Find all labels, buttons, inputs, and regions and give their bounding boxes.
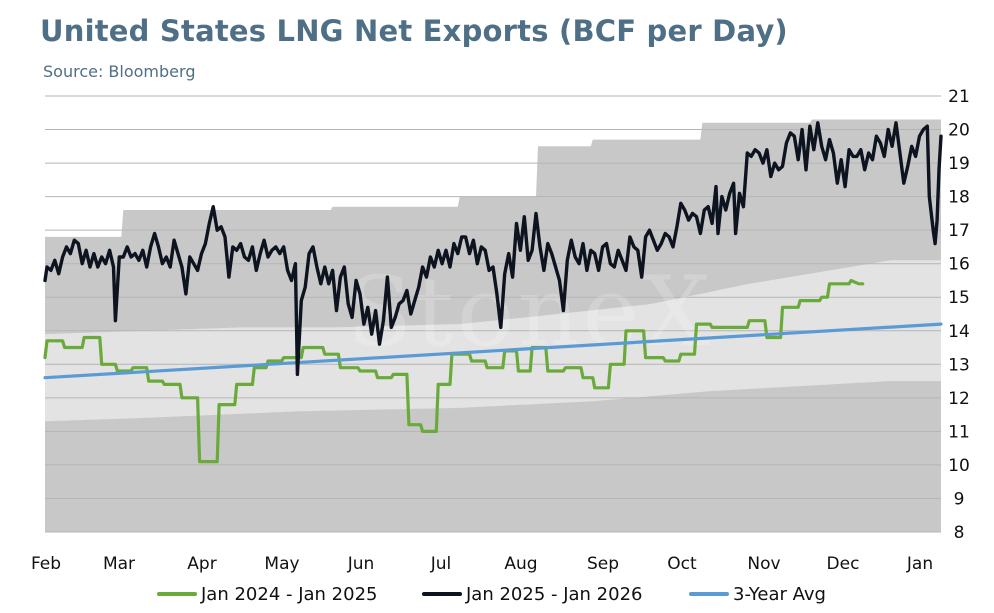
legend-label-2025: Jan 2025 - Jan 2026 xyxy=(466,583,643,605)
legend-item-avg: 3-Year Avg xyxy=(689,580,826,608)
series-line-2024 xyxy=(43,278,865,464)
legend-swatch-black xyxy=(422,592,462,596)
x-axis-ticks: Feb Mar Apr May Jun Jul Aug Sep Oct Nov Dec Jan xyxy=(31,554,933,574)
y-tick-label-20: 20 xyxy=(948,121,970,141)
x-tick-label-nov: Nov xyxy=(747,554,780,574)
series-lines xyxy=(43,121,943,464)
y-tick-label-10: 10 xyxy=(948,456,970,476)
legend: Jan 2024 - Jan 2025 Jan 2025 - Jan 2026 … xyxy=(0,580,994,608)
y-tick-label-8: 8 xyxy=(954,523,965,543)
series-line-2025 xyxy=(43,121,943,377)
x-tick-label-dec: Dec xyxy=(827,554,860,574)
x-tick-label-mar: Mar xyxy=(103,554,135,574)
gridlines xyxy=(45,95,941,533)
y-tick-label-21: 21 xyxy=(948,87,970,107)
y-tick-label-12: 12 xyxy=(948,389,970,409)
y-tick-label-11: 11 xyxy=(948,422,970,442)
x-tick-label-jan: Jan xyxy=(906,554,933,574)
chart-title: United States LNG Net Exports (BCF per D… xyxy=(40,14,788,48)
y-tick-label-18: 18 xyxy=(948,188,970,208)
x-tick-label-may: May xyxy=(264,554,299,574)
y-tick-label-15: 15 xyxy=(948,288,970,308)
legend-item-2025: Jan 2025 - Jan 2026 xyxy=(422,580,643,608)
y-tick-label-13: 13 xyxy=(948,355,970,375)
x-tick-label-oct: Oct xyxy=(667,554,697,574)
x-tick-label-jun: Jun xyxy=(347,554,375,574)
y-axis-ticks: 8 9 10 11 12 13 14 15 16 17 18 19 20 21 xyxy=(948,87,970,543)
x-tick-label-sep: Sep xyxy=(587,554,619,574)
legend-swatch-blue xyxy=(689,592,729,596)
y-tick-label-14: 14 xyxy=(948,322,970,342)
x-tick-label-apr: Apr xyxy=(187,554,216,574)
y-tick-label-19: 19 xyxy=(948,154,970,174)
legend-item-2024: Jan 2024 - Jan 2025 xyxy=(157,580,378,608)
legend-label-2024: Jan 2024 - Jan 2025 xyxy=(201,583,378,605)
y-tick-label-17: 17 xyxy=(948,221,970,241)
x-tick-label-aug: Aug xyxy=(504,554,537,574)
legend-label-avg: 3-Year Avg xyxy=(733,583,826,605)
watermark-text: StoneX xyxy=(346,256,713,368)
chart-source: Source: Bloomberg xyxy=(43,62,196,81)
y-tick-label-9: 9 xyxy=(954,489,965,509)
inner-range-band xyxy=(45,260,941,422)
y-tick-label-16: 16 xyxy=(948,255,970,275)
legend-swatch-green xyxy=(157,592,197,596)
x-tick-label-jul: Jul xyxy=(430,554,452,574)
series-line-3yr-avg xyxy=(43,322,943,380)
x-tick-label-feb: Feb xyxy=(31,554,61,574)
